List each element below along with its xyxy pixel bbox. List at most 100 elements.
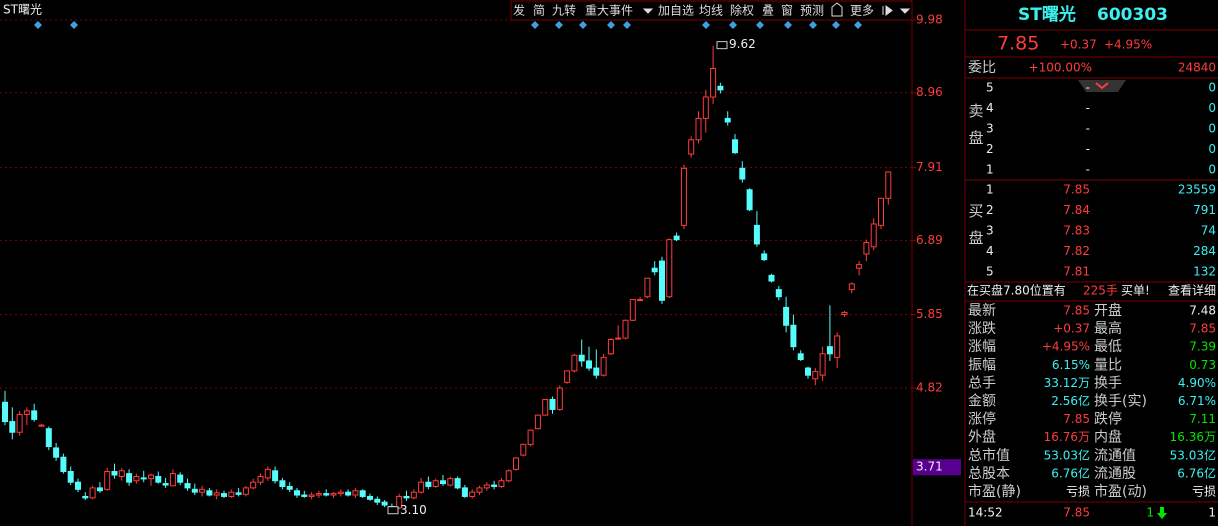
stat-value: 0.73: [1189, 358, 1216, 372]
candle-body: [148, 474, 154, 480]
price-marker-box: [913, 459, 961, 476]
candle-body: [308, 494, 315, 497]
candle-body: [2, 401, 8, 423]
candle-body: [16, 413, 23, 433]
notice-text: 在买盘7.80位置有: [967, 283, 1066, 298]
notice-link[interactable]: 查看详细: [1168, 283, 1216, 298]
candle-body: [885, 171, 892, 199]
ask-price: -: [1086, 142, 1090, 156]
candle-body: [75, 481, 81, 490]
candle-body: [323, 493, 330, 496]
toolbar-button[interactable]: 窗: [781, 4, 793, 18]
stat-value: 53.03亿: [1170, 447, 1216, 462]
candle-body: [184, 483, 191, 489]
stat-value: 6.71%: [1178, 394, 1216, 408]
toolbar-icon[interactable]: [831, 2, 843, 17]
down-arrow: [1157, 507, 1167, 519]
y-tick-label: 6.89: [916, 233, 943, 247]
candle-body: [732, 139, 738, 154]
event-marker[interactable]: [784, 21, 792, 29]
candle-body: [790, 324, 797, 348]
event-marker[interactable]: [623, 21, 631, 29]
tick-count: 1: [1208, 506, 1216, 520]
toolbar-button[interactable]: 叠: [762, 4, 774, 18]
event-marker[interactable]: [809, 21, 817, 29]
stat-value: 亏损: [1066, 485, 1090, 499]
toolbar-button[interactable]: 更多: [850, 4, 874, 18]
bid-level: 5: [986, 265, 994, 279]
collapse-arrow: [1095, 82, 1109, 90]
toolbar-button[interactable]: 均线: [699, 4, 723, 18]
price-marker-label: 3.71: [916, 460, 943, 474]
candle-body: [381, 501, 388, 506]
price-change: +0.37: [1060, 38, 1097, 52]
event-marker[interactable]: [70, 21, 78, 29]
stat-label: 外盘: [968, 429, 996, 446]
event-marker[interactable]: [756, 21, 764, 29]
ask-volume: 0: [1208, 101, 1216, 115]
event-marker[interactable]: [34, 21, 42, 29]
tick-price: 7.85: [1063, 506, 1090, 520]
candle-body: [753, 224, 760, 245]
stat-value: 53.03亿: [1044, 447, 1090, 462]
ask-volume: 0: [1208, 163, 1216, 177]
y-tick-label: 4.82: [916, 381, 943, 395]
toolbar-button[interactable]: 除权: [730, 3, 754, 18]
candle-body: [688, 139, 695, 155]
candle-body: [834, 335, 841, 358]
stat-label: 跌停: [1094, 411, 1122, 428]
candle-body: [615, 337, 622, 340]
event-marker[interactable]: [729, 21, 737, 29]
event-marker[interactable]: [607, 21, 615, 29]
candle-body: [702, 96, 709, 119]
candle-body: [38, 424, 45, 427]
candle-body: [775, 289, 782, 298]
y-tick-label: 9.98: [916, 12, 943, 26]
candle-body: [60, 456, 67, 472]
stat-label: 总股本: [968, 466, 1010, 482]
stat-value: 7.85: [1189, 322, 1216, 336]
candle-body: [491, 484, 498, 487]
toolbar-button[interactable]: 预测: [800, 4, 824, 18]
toolbar-button[interactable]: 简: [533, 4, 545, 18]
candle-body: [819, 353, 826, 376]
stat-label: 涨幅: [968, 339, 996, 355]
toolbar-button[interactable]: 加自选: [658, 4, 694, 18]
event-marker[interactable]: [832, 21, 840, 29]
candle-body: [520, 443, 527, 456]
candle-body: [710, 67, 717, 98]
candle-body: [848, 283, 855, 291]
toolbar-button[interactable]: 九转: [552, 3, 576, 18]
stat-label: 换手(实): [1094, 393, 1147, 410]
event-marker[interactable]: [531, 21, 539, 29]
candle-body: [695, 117, 702, 141]
ask-level: 3: [986, 122, 994, 136]
candle-body: [206, 490, 213, 496]
candle-body: [549, 398, 556, 410]
candle-body: [797, 353, 804, 361]
candle-body: [279, 480, 286, 487]
toolbar-icon[interactable]: [882, 5, 893, 16]
toolbar-button[interactable]: 重大事件: [585, 4, 633, 18]
event-marker[interactable]: [702, 21, 710, 29]
candle-body: [126, 473, 133, 483]
annotation-icon: [387, 506, 399, 515]
candle-body: [403, 495, 410, 499]
candle-body: [315, 493, 322, 496]
event-marker[interactable]: [579, 21, 587, 29]
kline-chart: ST曙光 9.98 8.96 7.91 6.89 5.85 4.82 3.71 9.62 3.1…: [0, 3, 961, 517]
buy-side-label: 买盘: [967, 203, 985, 257]
bid-price: 7.82: [1063, 244, 1090, 258]
stat-label: 最高: [1094, 320, 1122, 337]
collapse-tab[interactable]: [1078, 80, 1126, 92]
toolbar-icon[interactable]: [642, 8, 654, 14]
candle-body: [564, 370, 571, 383]
toolbar-icon[interactable]: [899, 8, 911, 14]
toolbar-button[interactable]: 发: [513, 3, 525, 18]
event-marker[interactable]: [555, 21, 563, 29]
bid-price: 7.83: [1063, 224, 1090, 238]
event-marker[interactable]: [854, 21, 862, 29]
candle-body: [673, 235, 680, 241]
candle-body: [221, 493, 227, 497]
